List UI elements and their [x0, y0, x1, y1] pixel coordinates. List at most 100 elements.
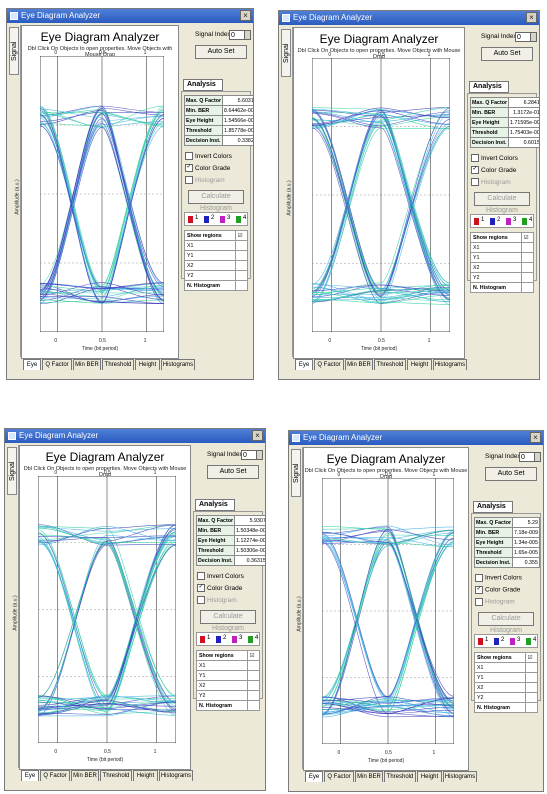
region-row[interactable]: X1 — [196, 660, 261, 671]
signal-index-spinner[interactable] — [534, 452, 541, 462]
checkmark-icon[interactable]: ✓ — [185, 164, 193, 172]
signal-index-input[interactable]: 0 — [241, 450, 257, 460]
tab-eye[interactable]: Eye — [305, 771, 323, 782]
tab-q-factor[interactable]: Q Factor — [324, 771, 354, 782]
region-row[interactable]: X1 — [470, 242, 535, 253]
tab-threshold[interactable]: Threshold — [100, 770, 132, 781]
tab-height[interactable]: Height — [133, 770, 158, 781]
n-histogram-row[interactable]: N. Histogram — [184, 280, 249, 291]
tab-height[interactable]: Height — [417, 771, 442, 782]
tab-histograms[interactable]: Histograms — [433, 359, 467, 370]
window-titlebar[interactable]: Eye Diagram Analyzer — [279, 11, 539, 25]
region-row[interactable]: X2 — [184, 260, 249, 271]
color-grade-checkbox[interactable]: ✓ Color Grade — [475, 586, 520, 594]
region-value[interactable] — [234, 240, 249, 251]
region-value[interactable] — [524, 682, 539, 693]
checkbox-box[interactable] — [185, 152, 193, 160]
calculate-histogram-button[interactable]: Calculate Histogram — [474, 192, 530, 214]
window-titlebar[interactable]: Eye Diagram Analyzer — [289, 431, 543, 445]
tab-height[interactable]: Height — [135, 359, 160, 370]
region-row[interactable]: X2 — [474, 682, 539, 693]
n-histogram-row[interactable]: N. Histogram — [196, 700, 261, 711]
region-row[interactable]: Y2 — [474, 692, 539, 703]
checkbox-box[interactable] — [197, 596, 205, 604]
region-row[interactable]: Y2 — [470, 272, 535, 283]
auto-set-button[interactable]: Auto Set — [207, 465, 259, 479]
show-regions-checkbox[interactable]: ☑ — [524, 652, 539, 663]
region-value[interactable] — [524, 662, 539, 673]
tab-min-ber[interactable]: Min BER — [355, 771, 383, 782]
tab-threshold[interactable]: Threshold — [102, 359, 134, 370]
eye-diagram-plot[interactable] — [312, 58, 450, 332]
window-titlebar[interactable]: Eye Diagram Analyzer — [5, 429, 265, 443]
region-row[interactable]: Y2 — [184, 270, 249, 281]
color-grade-checkbox[interactable]: ✓ Color Grade — [185, 164, 230, 172]
checkbox-box[interactable] — [197, 572, 205, 580]
region-row[interactable]: Y1 — [184, 250, 249, 261]
checkmark-icon[interactable]: ✓ — [197, 584, 205, 592]
auto-set-button[interactable]: Auto Set — [485, 467, 537, 481]
show-regions-checkbox[interactable]: ☑ — [246, 650, 261, 661]
eye-plot-panel[interactable]: Eye Diagram Analyzer Dbl Click On Objects… — [15, 25, 179, 359]
tab-q-factor[interactable]: Q Factor — [314, 359, 344, 370]
tab-eye[interactable]: Eye — [21, 770, 39, 781]
histogram-checkbox[interactable]: Histogram — [475, 598, 515, 606]
tab-q-factor[interactable]: Q Factor — [40, 770, 70, 781]
region-row[interactable]: X1 — [474, 662, 539, 673]
n-histogram-row[interactable]: N. Histogram — [474, 702, 539, 713]
region-value[interactable] — [246, 680, 261, 691]
region-value[interactable] — [234, 260, 249, 271]
region-value[interactable] — [524, 672, 539, 683]
tab-threshold[interactable]: Threshold — [374, 359, 406, 370]
auto-set-button[interactable]: Auto Set — [481, 47, 533, 61]
calculate-histogram-button[interactable]: Calculate Histogram — [200, 610, 256, 632]
eye-diagram-plot[interactable] — [40, 56, 164, 332]
region-row[interactable]: Y1 — [470, 252, 535, 263]
show-regions-checkbox[interactable]: ☑ — [520, 232, 535, 243]
signal-index-input[interactable]: 0 — [229, 30, 245, 40]
signal-index-spinner[interactable] — [244, 30, 251, 40]
region-value[interactable] — [246, 660, 261, 671]
histogram-checkbox[interactable]: Histogram — [185, 176, 225, 184]
region-value[interactable] — [234, 270, 249, 281]
tab-histograms[interactable]: Histograms — [159, 770, 193, 781]
signal-index-spinner[interactable] — [530, 32, 537, 42]
tab-signal[interactable]: Signal — [7, 447, 17, 495]
region-value[interactable] — [520, 252, 535, 263]
invert-colors-checkbox[interactable]: Invert Colors — [475, 574, 522, 582]
eye-diagram-plot[interactable] — [322, 478, 454, 744]
region-value[interactable] — [520, 262, 535, 273]
region-value[interactable] — [520, 272, 535, 283]
region-row[interactable]: X1 — [184, 240, 249, 251]
region-value[interactable] — [524, 692, 539, 703]
invert-colors-checkbox[interactable]: Invert Colors — [185, 152, 232, 160]
signal-index-input[interactable]: 0 — [519, 452, 535, 462]
window-titlebar[interactable]: Eye Diagram Analyzer — [7, 9, 253, 23]
signal-index-input[interactable]: 0 — [515, 32, 531, 42]
tab-threshold[interactable]: Threshold — [384, 771, 416, 782]
tab-min-ber[interactable]: Min BER — [345, 359, 373, 370]
close-button[interactable]: × — [530, 432, 541, 443]
auto-set-button[interactable]: Auto Set — [195, 45, 247, 59]
tab-min-ber[interactable]: Min BER — [73, 359, 101, 370]
region-row[interactable]: Y1 — [196, 670, 261, 681]
tab-q-factor[interactable]: Q Factor — [42, 359, 72, 370]
histogram-checkbox[interactable]: Histogram — [197, 596, 237, 604]
tab-signal[interactable]: Signal — [291, 449, 301, 497]
tab-histograms[interactable]: Histograms — [161, 359, 195, 370]
checkmark-icon[interactable]: ✓ — [471, 166, 479, 174]
close-button[interactable]: × — [526, 12, 537, 23]
n-histogram-value[interactable] — [234, 280, 249, 291]
tab-eye[interactable]: Eye — [295, 359, 313, 370]
n-histogram-value[interactable] — [524, 702, 539, 713]
checkbox-box[interactable] — [475, 574, 483, 582]
close-button[interactable]: × — [252, 430, 263, 441]
invert-colors-checkbox[interactable]: Invert Colors — [197, 572, 244, 580]
region-value[interactable] — [520, 242, 535, 253]
checkbox-box[interactable] — [475, 598, 483, 606]
region-row[interactable]: X2 — [470, 262, 535, 273]
checkbox-box[interactable] — [185, 176, 193, 184]
invert-colors-checkbox[interactable]: Invert Colors — [471, 154, 518, 162]
eye-diagram-plot[interactable] — [38, 476, 176, 743]
tab-min-ber[interactable]: Min BER — [71, 770, 99, 781]
